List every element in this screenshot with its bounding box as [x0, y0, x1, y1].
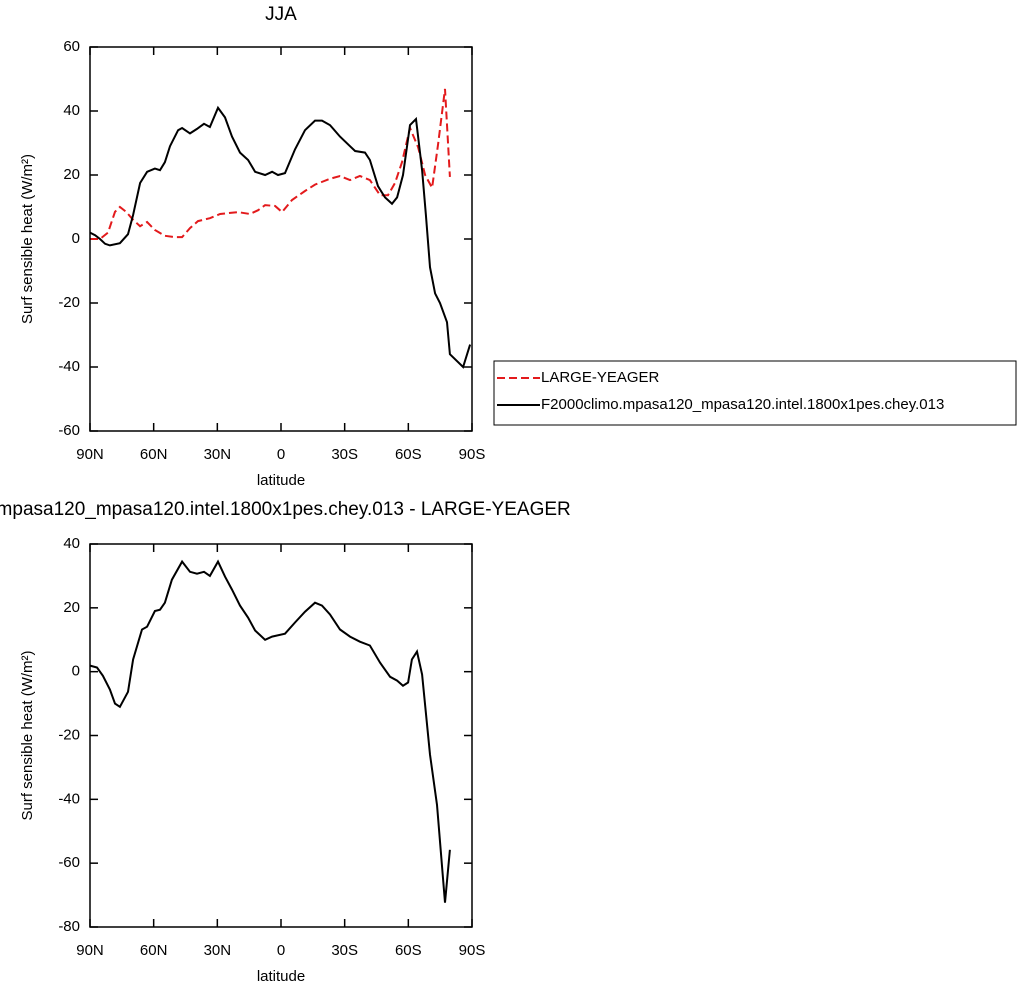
y-tick-label: 60	[63, 38, 80, 55]
plot-frame	[89, 543, 473, 928]
legend-label: F2000climo.mpasa120_mpasa120.intel.1800x…	[541, 396, 944, 413]
x-tick-label: 60S	[395, 942, 422, 959]
data-line	[89, 559, 451, 903]
chart-title: .mpasa120_mpasa120.intel.1800x1pes.chey.…	[0, 499, 571, 520]
x-tick-label: 60N	[140, 942, 168, 959]
y-tick-label: -80	[58, 918, 80, 935]
x-axis-label: latitude	[257, 968, 305, 985]
plot-frame	[89, 46, 473, 432]
legend-label: LARGE-YEAGER	[541, 369, 660, 386]
y-tick-label: 40	[63, 535, 80, 552]
chart-title: JJA	[265, 4, 297, 25]
x-tick-label: 90S	[459, 942, 486, 959]
legend-box	[493, 360, 1017, 426]
y-tick-label: -20	[58, 294, 80, 311]
y-tick-label: -20	[58, 726, 80, 743]
data-line	[89, 105, 472, 369]
x-tick-label: 30S	[331, 942, 358, 959]
y-tick-label: -40	[58, 790, 80, 807]
y-tick-label: 0	[72, 663, 80, 680]
x-axis-label: latitude	[257, 472, 305, 489]
x-tick-label: 60N	[140, 446, 168, 463]
y-tick-label: -60	[58, 854, 80, 871]
x-tick-label: 30N	[204, 446, 232, 463]
y-tick-label: -60	[58, 422, 80, 439]
x-tick-label: 0	[277, 446, 285, 463]
y-tick-label: 20	[63, 166, 80, 183]
y-tick-label: 40	[63, 102, 80, 119]
x-tick-label: 90N	[76, 942, 104, 959]
x-tick-label: 90N	[76, 446, 104, 463]
y-tick-label: 20	[63, 599, 80, 616]
data-line	[90, 88, 451, 240]
y-axis-label: Surf sensible heat (W/m²)	[19, 154, 36, 324]
x-tick-label: 30N	[204, 942, 232, 959]
x-tick-label: 0	[277, 942, 285, 959]
y-tick-label: 0	[72, 230, 80, 247]
y-axis-label: Surf sensible heat (W/m²)	[19, 650, 36, 820]
x-tick-label: 30S	[331, 446, 358, 463]
y-tick-label: -40	[58, 358, 80, 375]
x-tick-label: 90S	[459, 446, 486, 463]
x-tick-label: 60S	[395, 446, 422, 463]
